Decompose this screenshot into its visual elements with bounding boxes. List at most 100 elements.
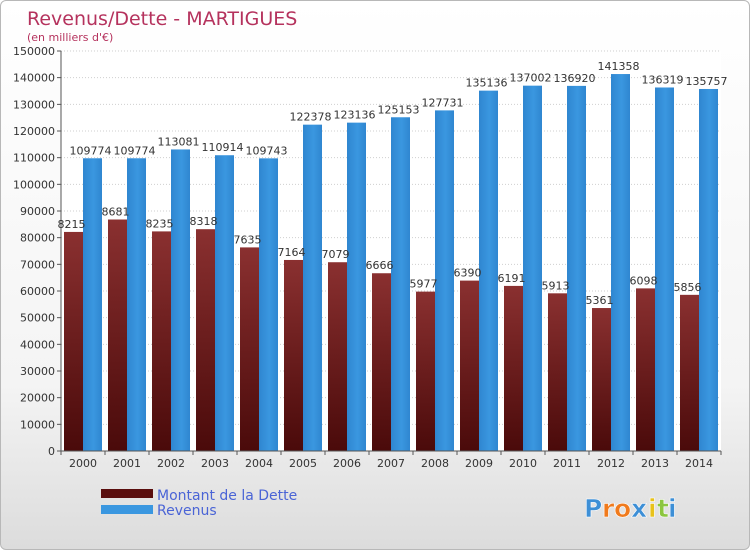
- bar-debt-2011: [548, 293, 567, 451]
- label-debt-2003: 8318: [190, 215, 218, 228]
- x-tick-label: 2011: [553, 457, 581, 470]
- bar-debt-2014: [680, 294, 699, 451]
- label-debt-2010: 6191: [498, 272, 526, 285]
- label-debt-2007: 6666: [366, 259, 394, 272]
- legend-swatch-debt: [101, 489, 153, 498]
- y-tick-label: 120000: [13, 125, 55, 138]
- label-revenus-2007: 125153: [378, 103, 420, 116]
- bars: 8215 109774 8681 109774 8235 113081 8318 110914…: [58, 60, 728, 452]
- bar-revenus-2007: [391, 117, 410, 451]
- bar-debt-2012: [592, 308, 611, 451]
- x-tick-label: 2013: [641, 457, 669, 470]
- logo-letter: i: [668, 494, 677, 523]
- y-tick-label: 80000: [20, 232, 55, 245]
- legend-swatch-revenus: [101, 505, 153, 514]
- bar-debt-2006: [328, 262, 347, 451]
- legend-label-debt: Montant de la Dette: [157, 488, 297, 504]
- x-axis: 2000 2001 2002 2003 2004 2005 2006 2007 2008 2009…: [60, 450, 722, 470]
- bar-revenus-2011: [567, 85, 586, 451]
- bar-revenus-2008: [435, 110, 454, 451]
- label-revenus-2008: 127731: [422, 96, 464, 109]
- label-debt-2011: 5913: [542, 279, 570, 292]
- y-tick-label: 110000: [13, 152, 55, 165]
- y-tick-label: 30000: [20, 365, 55, 378]
- x-tick-label: 2008: [421, 457, 449, 470]
- label-debt-2002: 8235: [146, 217, 174, 230]
- label-revenus-2014: 135757: [686, 75, 728, 88]
- logo-letter: P: [584, 494, 602, 523]
- label-revenus-2011: 136920: [554, 72, 596, 85]
- x-tick-label: 2005: [289, 457, 317, 470]
- bar-revenus-2001: [127, 158, 146, 451]
- label-revenus-2003: 110914: [202, 141, 244, 154]
- label-revenus-2005: 122378: [290, 111, 332, 124]
- label-debt-2006: 7079: [322, 248, 350, 261]
- label-revenus-2010: 137002: [510, 72, 552, 85]
- bar-debt-2000: [64, 231, 83, 451]
- x-tick-label: 2014: [685, 457, 713, 470]
- x-tick-label: 2003: [201, 457, 229, 470]
- bar-revenus-2006: [347, 122, 366, 452]
- label-debt-2009: 6390: [454, 267, 482, 280]
- bar-debt-2003: [196, 229, 215, 451]
- y-tick-label: 50000: [20, 312, 55, 325]
- bar-debt-2009: [460, 280, 479, 451]
- label-revenus-2013: 136319: [642, 73, 684, 86]
- y-tick-label: 60000: [20, 285, 55, 298]
- chart-subtitle: (en milliers d'€): [27, 31, 113, 44]
- bar-revenus-2014: [699, 88, 718, 452]
- y-tick-label: 20000: [20, 392, 55, 405]
- bar-debt-2013: [636, 288, 655, 451]
- label-debt-2013: 6098: [630, 274, 658, 287]
- y-tick-label: 70000: [20, 258, 55, 271]
- label-debt-2008: 5977: [410, 278, 438, 291]
- logo-letter: r: [602, 494, 615, 523]
- y-tick-label: 0: [48, 445, 55, 458]
- x-tick-label: 2010: [509, 457, 537, 470]
- label-revenus-2004: 109743: [246, 144, 288, 157]
- x-tick-label: 2012: [597, 457, 625, 470]
- bar-debt-2004: [240, 247, 259, 451]
- x-tick-label: 2004: [245, 457, 273, 470]
- x-tick-label: 2002: [157, 457, 185, 470]
- bar-revenus-2013: [655, 87, 674, 451]
- x-tick-label: 2009: [465, 457, 493, 470]
- bar-debt-2007: [372, 273, 391, 451]
- bar-debt-2010: [504, 285, 523, 451]
- bar-revenus-2012: [611, 74, 630, 451]
- legend-label-revenus: Revenus: [157, 503, 217, 519]
- bar-revenus-2005: [303, 124, 322, 452]
- x-tick-label: 2001: [113, 457, 141, 470]
- bar-revenus-2010: [523, 85, 542, 452]
- label-revenus-2002: 113081: [158, 135, 200, 148]
- bar-revenus-2003: [215, 155, 234, 451]
- label-revenus-2009: 135136: [466, 77, 508, 90]
- y-tick-label: 10000: [20, 418, 55, 431]
- y-tick-label: 40000: [20, 338, 55, 351]
- bar-revenus-2002: [171, 149, 190, 451]
- bar-debt-2001: [108, 219, 127, 451]
- logo-letter: i: [648, 494, 657, 523]
- y-tick-label: 90000: [20, 205, 55, 218]
- y-axis: 0 10000 20000 30000 40000 50000 60000 70000 8000…: [13, 45, 62, 458]
- label-debt-2000: 8215: [58, 218, 86, 231]
- label-revenus-2012: 141358: [598, 60, 640, 73]
- bar-revenus-2000: [83, 158, 102, 451]
- x-tick-label: 2006: [333, 457, 361, 470]
- x-tick-label: 2007: [377, 457, 405, 470]
- label-debt-2004: 7635: [234, 233, 262, 246]
- x-tick-label: 2000: [69, 457, 97, 470]
- bar-revenus-2004: [259, 158, 278, 452]
- logo-letter: t: [657, 494, 669, 523]
- chart-title: Revenus/Dette - MARTIGUES: [27, 8, 297, 30]
- bar-revenus-2009: [479, 90, 498, 452]
- label-debt-2001: 8681: [102, 206, 130, 219]
- bar-debt-2002: [152, 231, 171, 451]
- bar-debt-2008: [416, 291, 435, 451]
- label-revenus-2001: 109774: [114, 144, 156, 157]
- logo-letter: o: [614, 494, 631, 523]
